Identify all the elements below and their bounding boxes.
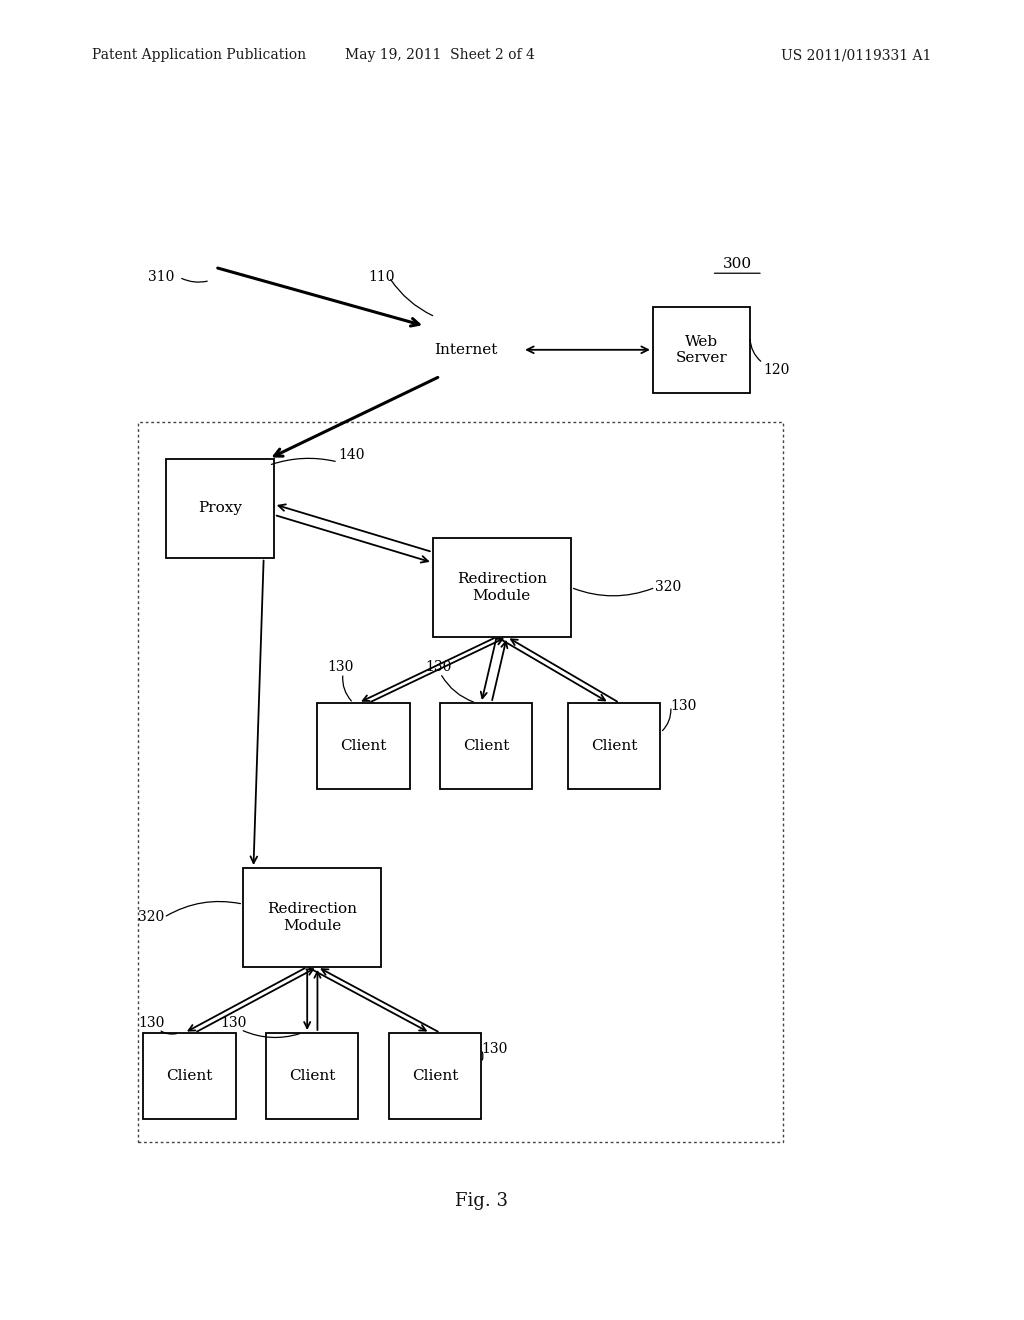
FancyBboxPatch shape — [266, 1032, 358, 1119]
Text: Patent Application Publication: Patent Application Publication — [92, 49, 306, 62]
Text: May 19, 2011  Sheet 2 of 4: May 19, 2011 Sheet 2 of 4 — [345, 49, 536, 62]
Text: Client: Client — [340, 739, 387, 752]
Text: 130: 130 — [138, 1016, 165, 1030]
Text: Client: Client — [166, 1069, 213, 1082]
Text: 140: 140 — [338, 449, 365, 462]
FancyBboxPatch shape — [568, 704, 660, 789]
FancyBboxPatch shape — [317, 704, 410, 789]
Text: Client: Client — [463, 739, 510, 752]
Text: 320: 320 — [655, 581, 682, 594]
Text: 130: 130 — [220, 1016, 247, 1030]
FancyBboxPatch shape — [440, 704, 532, 789]
Text: US 2011/0119331 A1: US 2011/0119331 A1 — [781, 49, 932, 62]
FancyBboxPatch shape — [143, 1032, 236, 1119]
Text: Fig. 3: Fig. 3 — [455, 1192, 508, 1210]
Text: 130: 130 — [425, 660, 452, 673]
Text: 300: 300 — [723, 256, 752, 271]
Text: Internet: Internet — [434, 343, 498, 356]
FancyBboxPatch shape — [432, 539, 571, 636]
Text: Web
Server: Web Server — [676, 335, 727, 364]
Text: 310: 310 — [148, 271, 175, 284]
Text: 320: 320 — [138, 911, 165, 924]
Text: Client: Client — [412, 1069, 459, 1082]
Text: Proxy: Proxy — [199, 502, 242, 515]
FancyBboxPatch shape — [166, 459, 274, 557]
Text: 130: 130 — [328, 660, 354, 673]
Text: 130: 130 — [481, 1043, 508, 1056]
Text: 130: 130 — [671, 700, 697, 713]
Text: 110: 110 — [369, 271, 395, 284]
Text: Redirection
Module: Redirection Module — [267, 903, 357, 932]
Text: Client: Client — [289, 1069, 336, 1082]
Text: Client: Client — [591, 739, 638, 752]
Text: Redirection
Module: Redirection Module — [457, 573, 547, 602]
FancyBboxPatch shape — [653, 306, 750, 393]
FancyBboxPatch shape — [389, 1032, 481, 1119]
FancyBboxPatch shape — [244, 869, 381, 966]
Text: 120: 120 — [763, 363, 790, 376]
